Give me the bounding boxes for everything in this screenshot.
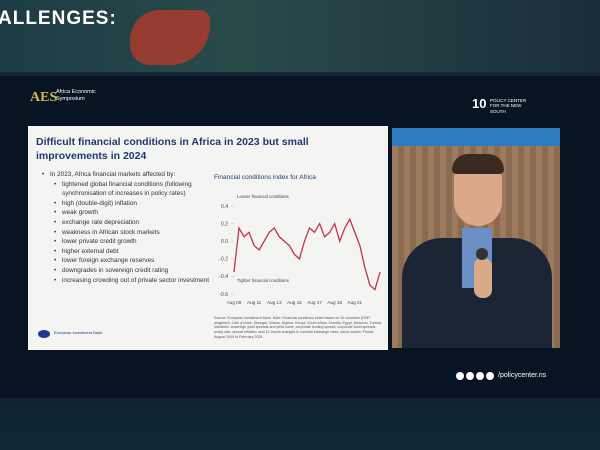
y-tick-label: 0.4 [221,204,228,210]
x-tick-label: Aug 09 [227,300,242,305]
bullet: exchange rate depreciation [42,218,222,228]
annotation: Looser financial conditions [237,194,290,199]
aes-name: Africa Economic Symposium [56,89,96,102]
x-tick-label: Aug 15 [287,300,302,305]
hair [452,154,504,174]
bullet: lower foreign exchange reserves [42,256,222,266]
social-icon [466,372,474,380]
slide: Difficult financial conditions in Africa… [28,126,388,350]
bullet: In 2023, Africa financial markets affect… [42,170,222,180]
speaker-video [392,128,560,348]
bullet: increasing crowding out of private secto… [42,276,222,286]
y-tick-label: 0.0 [221,239,228,245]
banner-map [130,10,210,65]
aes-logo: AES [30,90,58,105]
microphone [476,248,488,260]
x-tick-label: Aug 21 [348,300,363,305]
x-tick-label: Aug 17 [307,300,322,305]
footer-handle: /policycenter.ns [498,372,547,379]
y-tick-label: -0.4 [219,274,228,280]
bullet: higher external debt [42,247,222,257]
bullet-list: In 2023, Africa financial markets affect… [42,170,222,285]
x-tick-label: Aug 13 [267,300,282,305]
x-tick-label: Aug 19 [327,300,342,305]
y-tick-label: 0.2 [221,221,228,227]
banner-text: ALLENGES: [0,8,117,29]
source-note: Source: European Investment Bank. Note: … [214,316,382,339]
data-line [233,217,381,291]
y-tick-label: -0.6 [219,292,228,298]
bullet: weak growth [42,208,222,218]
social-icon [456,372,464,380]
chart-title: Financial conditions index for Africa [214,174,316,181]
hand [474,258,492,298]
eib-icon [38,330,50,338]
chart: Financial conditions index for Africa 0.… [214,174,381,305]
bullet: downgrades in sovereign credit rating [42,266,222,276]
video-banner [392,128,560,146]
pc-name: POLICY CENTER FOR THE NEW SOUTH [490,98,527,114]
slide-title: Difficult financial conditions in Africa… [36,136,309,162]
banner: ALLENGES: [0,0,600,72]
social-icon [486,372,494,380]
bullet: lower private credit growth [42,237,222,247]
x-tick-label: Aug 11 [247,300,262,305]
annotation: Tighter financial conditions [237,278,290,283]
bullet: tightened global financial conditions (f… [42,180,222,199]
bullet: high (double-digit) inflation [42,199,222,209]
eib-logo: European Investment Bank [54,330,103,335]
pc-logo: 10 [472,96,487,111]
screen: AES Africa Economic Symposium 10 POLICY … [0,76,600,398]
social-icon [476,372,484,380]
y-tick-label: -0.2 [219,257,228,263]
bullet: weakness in African stock markets [42,228,222,238]
